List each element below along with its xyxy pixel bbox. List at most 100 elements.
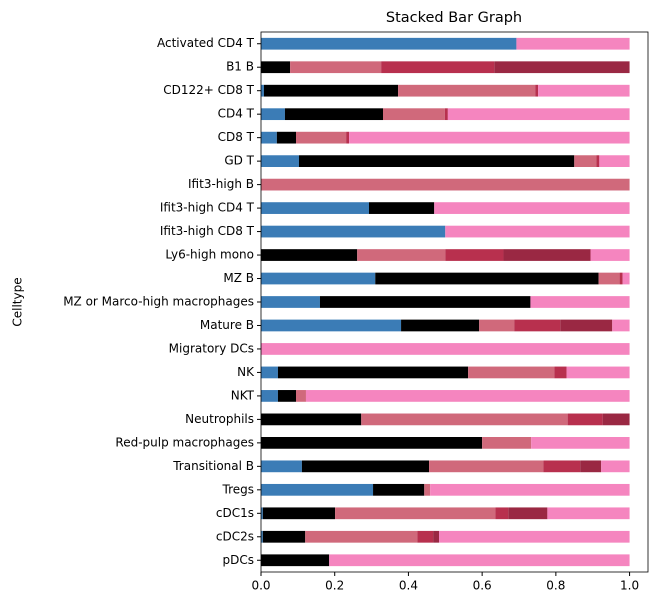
x-tick-label: 0.4 xyxy=(399,579,418,593)
y-tick-label: MZ B xyxy=(223,271,254,285)
bar-segment xyxy=(495,507,509,520)
bar-segment xyxy=(543,460,581,473)
bar-segment xyxy=(596,155,600,167)
bar-segment xyxy=(284,108,383,121)
x-tick-label: 0.6 xyxy=(473,579,492,593)
bar-segment xyxy=(261,530,263,543)
y-tick-label: CD4 T xyxy=(218,107,255,121)
x-tick-label: 0.2 xyxy=(325,579,344,593)
bar-segment xyxy=(261,108,285,121)
bar-segment xyxy=(277,366,469,379)
bar-segment xyxy=(319,296,531,308)
bar-segment xyxy=(429,460,544,473)
y-tick-label: Migratory DCs xyxy=(169,341,254,355)
y-axis-label: Celltype xyxy=(11,277,25,326)
bar-segment xyxy=(381,61,495,74)
bar-segment xyxy=(361,413,568,426)
bar-segment xyxy=(261,37,517,50)
bar-segment xyxy=(398,84,536,97)
bar-segment xyxy=(263,84,399,97)
bar-segment xyxy=(580,460,602,473)
bar-segment xyxy=(598,272,620,285)
plot-frame xyxy=(260,31,649,573)
bar-segment xyxy=(357,249,446,261)
y-tick-label: MZ or Marco-high macrophages xyxy=(63,295,254,309)
x-tick-label: 0.8 xyxy=(546,579,565,593)
bar-segment xyxy=(382,108,445,121)
bar-segment xyxy=(612,319,630,332)
bar-segment xyxy=(261,178,630,191)
bar-segment xyxy=(305,390,630,402)
bar-segment xyxy=(590,249,630,261)
bar-segment xyxy=(375,272,599,285)
bar-segment xyxy=(430,483,630,496)
y-tick-label: pDCs xyxy=(223,553,255,567)
bar-segment xyxy=(261,366,278,379)
bar-segment xyxy=(514,319,561,332)
bar-segment xyxy=(261,61,291,74)
bar-segment xyxy=(349,131,630,144)
y-tick-label: Neutrophils xyxy=(185,412,254,426)
bar-segment xyxy=(261,343,630,355)
bar-segment xyxy=(373,483,425,496)
bar-segment xyxy=(567,413,603,426)
y-tick-label: NKT xyxy=(231,388,255,402)
bar-segment xyxy=(301,460,430,473)
bar-segment xyxy=(261,483,374,496)
y-tick-label: Transitional B xyxy=(172,459,254,473)
bar-segment xyxy=(261,272,376,285)
y-tick-label: B1 B xyxy=(226,60,254,74)
bar-segment xyxy=(494,61,630,74)
bar-segment xyxy=(277,390,297,402)
bar-segment xyxy=(530,296,630,308)
bar-segment xyxy=(444,108,448,121)
bar-segment xyxy=(535,84,539,97)
bar-segment xyxy=(335,507,496,520)
bar-segment xyxy=(261,460,302,473)
bar-segment xyxy=(538,84,630,97)
bar-segment xyxy=(439,530,630,543)
y-tick-label: Ifit3-high CD8 T xyxy=(160,224,255,238)
bar-segment xyxy=(424,483,431,496)
bar-segment xyxy=(296,131,347,144)
bar-segment xyxy=(445,249,504,261)
y-tick-label: GD T xyxy=(224,154,254,168)
bar-segment xyxy=(261,249,358,261)
bar-segment xyxy=(601,460,630,473)
bar-segment xyxy=(447,108,630,121)
bar-segment xyxy=(560,319,613,332)
bar-segment xyxy=(261,155,299,167)
y-tick-label: cDC2s xyxy=(216,529,254,543)
bar-segment xyxy=(261,319,402,332)
bar-segment xyxy=(622,272,630,285)
bar-segment xyxy=(468,366,555,379)
bar-segment xyxy=(602,413,630,426)
bar-segment xyxy=(261,507,263,520)
bar-segment xyxy=(417,530,434,543)
bar-segment xyxy=(290,61,382,74)
y-tick-label: Ifit3-high CD4 T xyxy=(160,201,255,215)
bar-segment xyxy=(547,507,630,520)
chart-title: Stacked Bar Graph xyxy=(386,10,522,26)
y-tick-label: Tregs xyxy=(222,482,255,496)
bar-segment xyxy=(479,319,515,332)
y-tick-label: CD8 T xyxy=(218,130,255,144)
bar-segment xyxy=(261,202,369,214)
x-tick-label: 1.0 xyxy=(620,579,639,593)
bar-segment xyxy=(554,366,567,379)
bar-segment xyxy=(261,437,483,449)
bar-segment xyxy=(508,507,548,520)
y-tick-label: Ly6-high mono xyxy=(165,248,254,262)
bar-segment xyxy=(503,249,591,261)
y-tick-label: Red-pulp macrophages xyxy=(115,435,254,449)
bar-segment xyxy=(368,202,435,214)
y-tick-label: CD122+ CD8 T xyxy=(163,83,254,97)
bar-segment xyxy=(401,319,480,332)
y-tick-label: Ifit3-high B xyxy=(188,177,254,191)
bar-segment xyxy=(574,155,597,167)
bar-segment xyxy=(566,366,630,379)
y-tick-label: Mature B xyxy=(200,318,254,332)
y-tick-label: cDC1s xyxy=(216,506,254,520)
